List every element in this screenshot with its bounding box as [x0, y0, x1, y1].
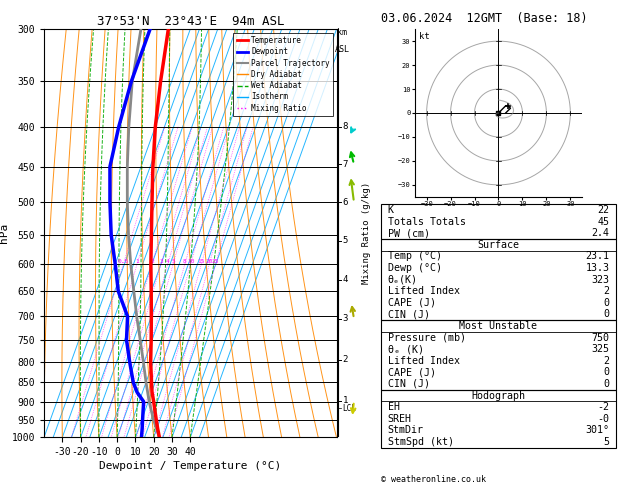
Text: 4: 4 — [166, 259, 170, 264]
Text: Lifted Index: Lifted Index — [387, 286, 460, 296]
Y-axis label: hPa: hPa — [0, 223, 9, 243]
Text: 3: 3 — [159, 259, 163, 264]
Text: 8: 8 — [183, 259, 187, 264]
Text: SREH: SREH — [387, 414, 411, 424]
Text: 5: 5 — [603, 437, 610, 447]
Text: -2: -2 — [598, 402, 610, 412]
Text: 0: 0 — [603, 309, 610, 319]
Text: LCL: LCL — [343, 404, 357, 413]
Text: 0.5: 0.5 — [118, 259, 129, 264]
Text: 2: 2 — [150, 259, 153, 264]
Text: 2: 2 — [603, 286, 610, 296]
Title: 37°53'N  23°43'E  94m ASL: 37°53'N 23°43'E 94m ASL — [96, 15, 284, 28]
X-axis label: Dewpoint / Temperature (°C): Dewpoint / Temperature (°C) — [99, 461, 281, 471]
Text: EH: EH — [387, 402, 399, 412]
Text: 2: 2 — [603, 356, 610, 366]
Text: StmSpd (kt): StmSpd (kt) — [387, 437, 454, 447]
Bar — [381, 320, 616, 390]
Text: Pressure (mb): Pressure (mb) — [387, 332, 465, 343]
Text: 45: 45 — [598, 217, 610, 226]
Text: 0: 0 — [603, 379, 610, 389]
Bar — [381, 204, 616, 239]
Text: 6: 6 — [343, 198, 348, 207]
Text: θₑ (K): θₑ (K) — [387, 344, 423, 354]
Text: 20: 20 — [206, 259, 213, 264]
Text: 1: 1 — [343, 397, 348, 405]
Text: CAPE (J): CAPE (J) — [387, 367, 436, 377]
Text: 8: 8 — [343, 122, 348, 131]
Text: 23.1: 23.1 — [586, 251, 610, 261]
Text: ASL: ASL — [335, 45, 349, 53]
Text: Totals Totals: Totals Totals — [387, 217, 465, 226]
Text: km: km — [337, 28, 347, 37]
Text: 03.06.2024  12GMT  (Base: 18): 03.06.2024 12GMT (Base: 18) — [381, 12, 587, 25]
Text: 3: 3 — [343, 314, 348, 323]
Text: Temp (°C): Temp (°C) — [387, 251, 442, 261]
Text: Surface: Surface — [477, 240, 520, 250]
Text: 22: 22 — [598, 205, 610, 215]
Text: 2: 2 — [343, 355, 348, 364]
Text: kt: kt — [420, 32, 430, 41]
Text: K: K — [387, 205, 394, 215]
Text: 10: 10 — [187, 259, 194, 264]
Text: Dewp (°C): Dewp (°C) — [387, 263, 442, 273]
Bar — [381, 239, 616, 320]
Text: 0: 0 — [603, 367, 610, 377]
Text: -0: -0 — [598, 414, 610, 424]
Text: 2.4: 2.4 — [591, 228, 610, 238]
Text: 25: 25 — [212, 259, 220, 264]
Text: 750: 750 — [591, 332, 610, 343]
Text: 13.3: 13.3 — [586, 263, 610, 273]
Text: Lifted Index: Lifted Index — [387, 356, 460, 366]
Text: CIN (J): CIN (J) — [387, 309, 430, 319]
Text: CAPE (J): CAPE (J) — [387, 298, 436, 308]
Text: Hodograph: Hodograph — [472, 391, 525, 400]
Bar — [381, 390, 616, 448]
Text: θₑ(K): θₑ(K) — [387, 275, 418, 284]
Text: 5: 5 — [343, 236, 348, 245]
Text: 325: 325 — [591, 344, 610, 354]
Text: 4: 4 — [343, 275, 348, 284]
Text: StmDir: StmDir — [387, 425, 423, 435]
Text: Most Unstable: Most Unstable — [459, 321, 538, 331]
Text: 7: 7 — [343, 160, 348, 169]
Text: PW (cm): PW (cm) — [387, 228, 430, 238]
Legend: Temperature, Dewpoint, Parcel Trajectory, Dry Adiabat, Wet Adiabat, Isotherm, Mi: Temperature, Dewpoint, Parcel Trajectory… — [233, 33, 333, 116]
Text: 301°: 301° — [586, 425, 610, 435]
Text: 15: 15 — [198, 259, 205, 264]
Text: 323: 323 — [591, 275, 610, 284]
Text: 1: 1 — [135, 259, 139, 264]
Text: CIN (J): CIN (J) — [387, 379, 430, 389]
Text: Mixing Ratio (g/kg): Mixing Ratio (g/kg) — [362, 182, 370, 284]
Text: 5: 5 — [171, 259, 175, 264]
Text: 0: 0 — [603, 298, 610, 308]
Text: © weatheronline.co.uk: © weatheronline.co.uk — [381, 474, 486, 484]
